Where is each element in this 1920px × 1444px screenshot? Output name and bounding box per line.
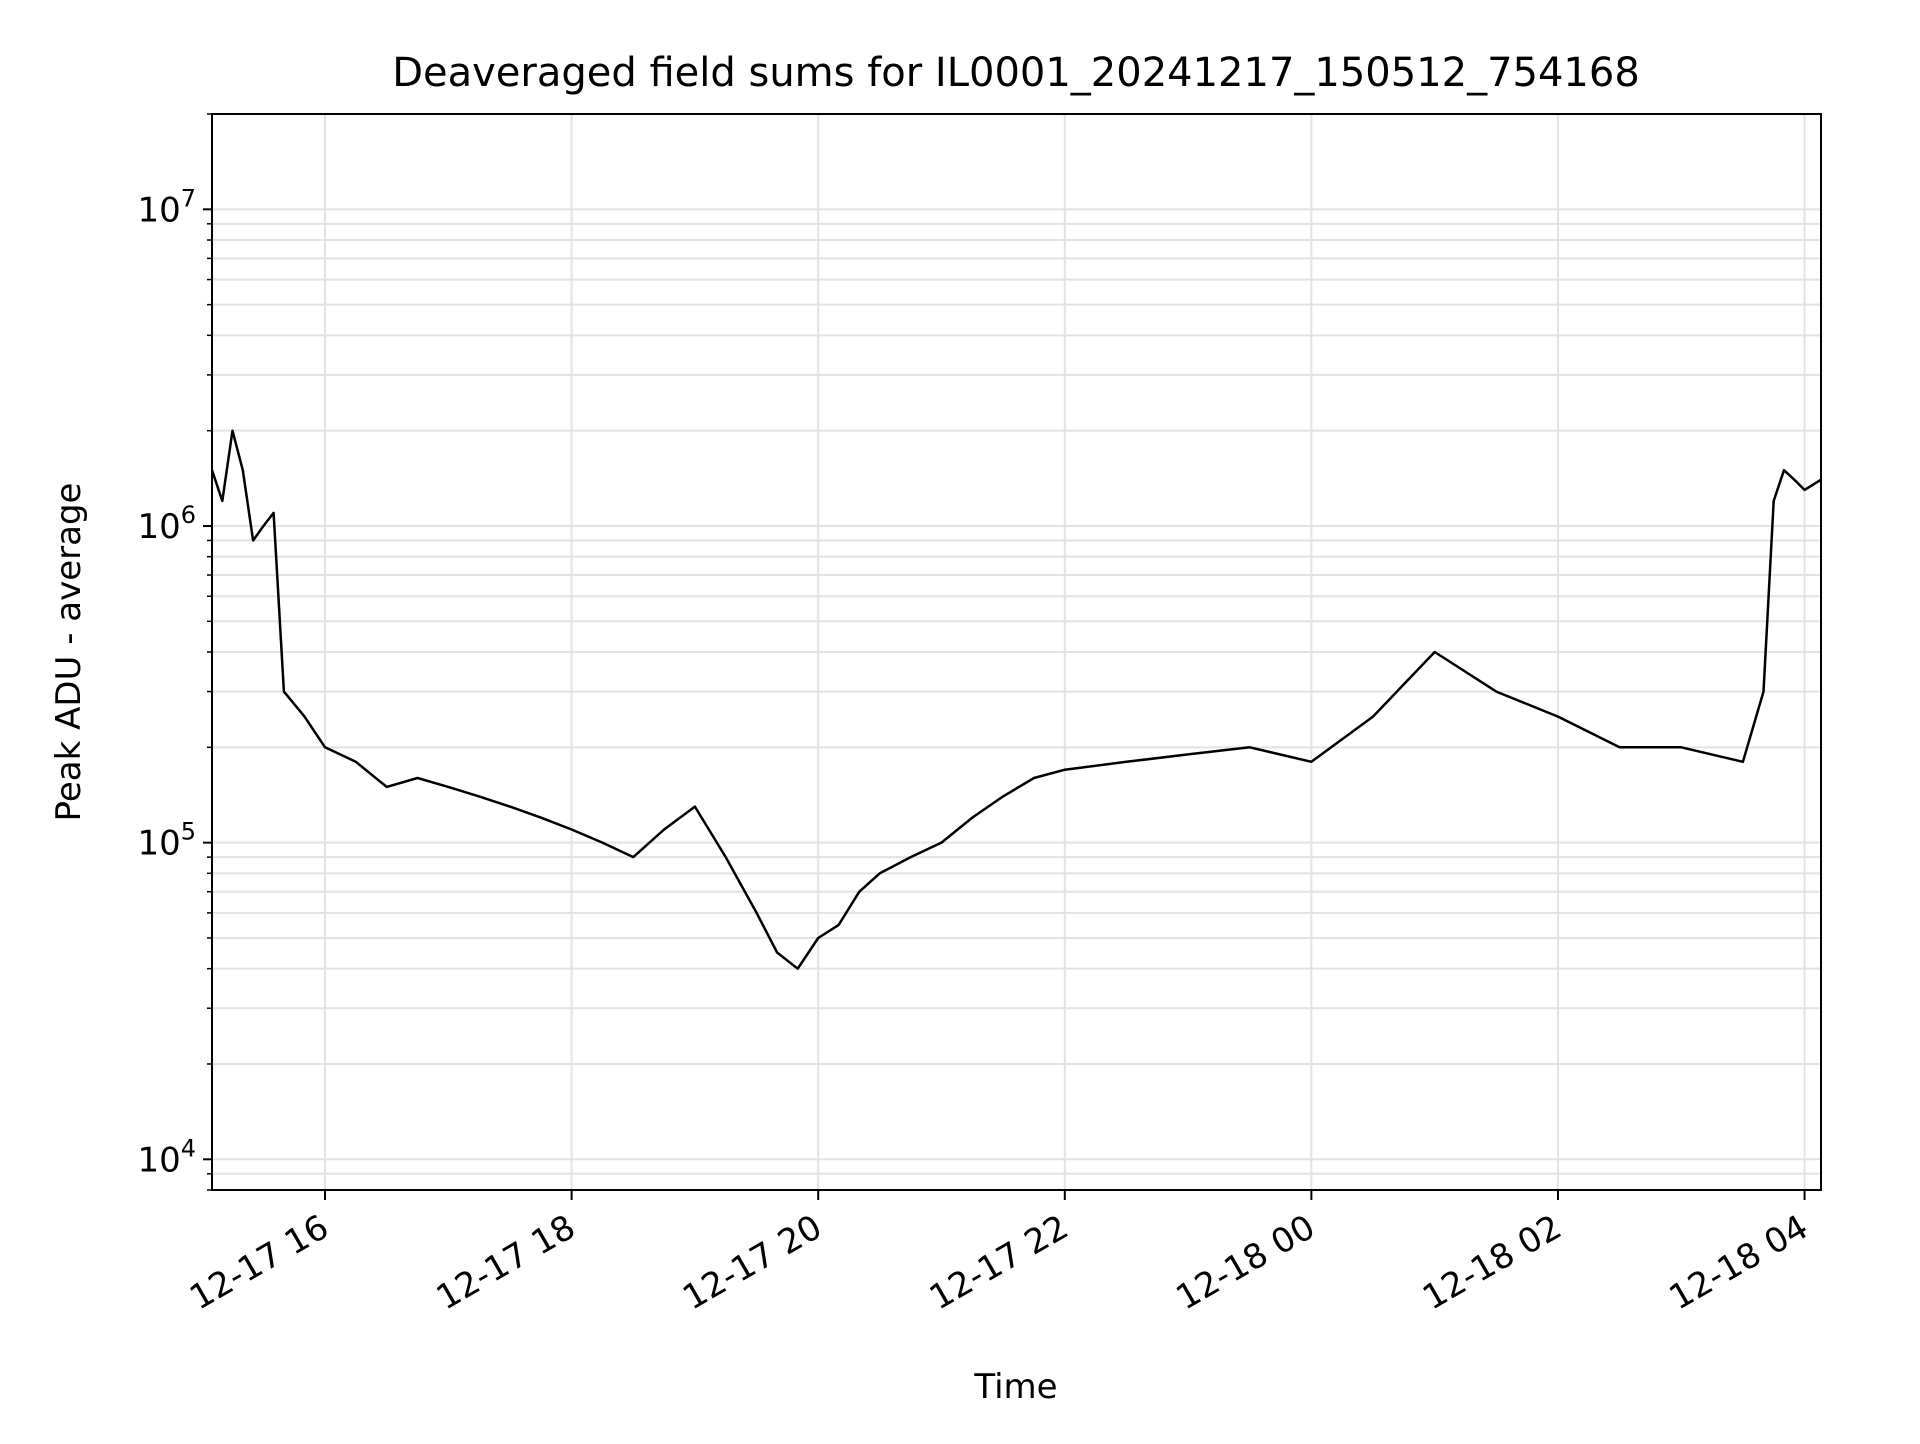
x-axis-label: Time xyxy=(973,1367,1057,1407)
grid-layer xyxy=(212,113,1821,1191)
data-line xyxy=(210,429,1822,970)
chart-title: Deaveraged field sums for IL0001_2024121… xyxy=(392,50,1640,96)
data-layer xyxy=(210,429,1822,970)
y-tick-label: 104 xyxy=(137,1134,196,1180)
y-axis-label: Peak ADU - average xyxy=(49,483,89,822)
y-tick-label: 106 xyxy=(137,501,196,547)
y-tick-label: 107 xyxy=(137,184,196,230)
y-tick-label: 105 xyxy=(137,818,196,864)
